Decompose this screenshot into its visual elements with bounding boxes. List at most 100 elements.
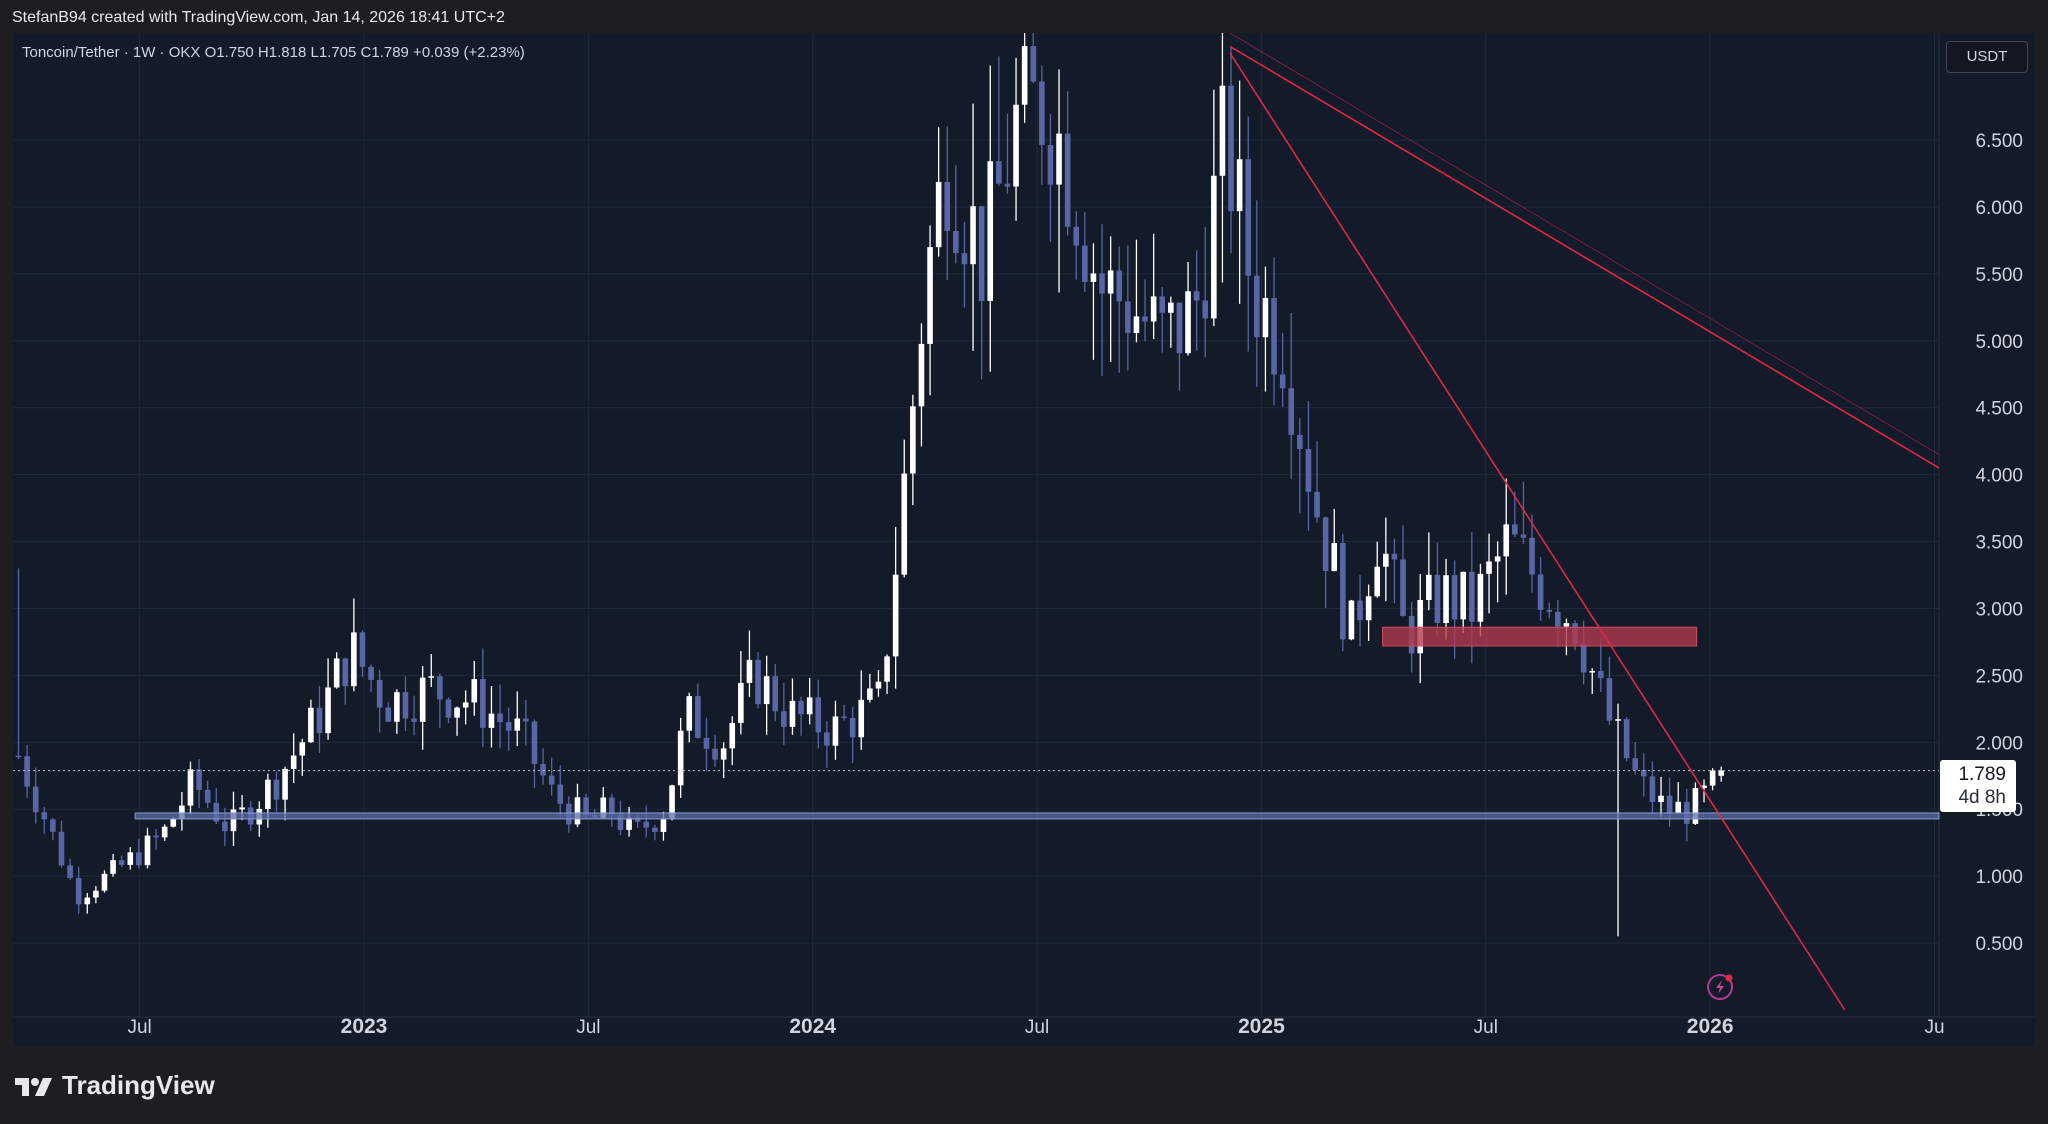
candle-body — [1658, 795, 1664, 803]
candle-body — [978, 206, 985, 301]
candle-body — [351, 632, 357, 687]
candle-body — [652, 827, 658, 832]
candle-body — [179, 805, 185, 819]
price-tick-label: 5.500 — [1975, 265, 2023, 286]
candle-body — [884, 656, 890, 682]
candle-body — [867, 688, 873, 700]
candle-body — [1718, 770, 1725, 776]
candle-body — [798, 700, 804, 715]
candle-body — [239, 807, 245, 810]
candle-body — [1580, 643, 1587, 673]
candle-body — [1331, 543, 1338, 572]
candle-body — [746, 659, 753, 683]
candle-body — [419, 677, 426, 722]
candle-body — [609, 797, 615, 815]
candle-body — [290, 755, 297, 769]
candle-body — [1297, 434, 1303, 450]
candle-body — [497, 713, 503, 723]
candle-body — [385, 707, 392, 722]
candle-body — [523, 718, 529, 722]
candle-body — [987, 161, 994, 301]
candle-body — [875, 681, 882, 689]
candle-body — [50, 819, 56, 832]
lightning-glyph — [1716, 980, 1724, 994]
candle-body — [1168, 302, 1174, 313]
candle-body — [1073, 226, 1080, 246]
chart-pane[interactable]: 0.5001.0001.5002.0002.5003.0003.5004.000… — [13, 33, 2035, 1046]
candle-body — [204, 789, 211, 803]
candle-body — [127, 852, 134, 865]
candle-body — [213, 802, 220, 822]
candle-body — [935, 181, 942, 248]
candle-body — [755, 659, 761, 705]
symbol-legend: Toncoin/Tether · 1W · OKX O1.750 H1.818 … — [22, 44, 525, 61]
candle-body — [505, 722, 512, 731]
resistance-zone — [1382, 626, 1698, 647]
candle-body — [342, 658, 349, 687]
candle-body — [1193, 291, 1200, 301]
time-tick-label: Ju — [1924, 1017, 1944, 1038]
candle-body — [1546, 609, 1553, 612]
candle-body — [858, 699, 865, 738]
candle-body — [695, 696, 701, 738]
time-tick-label: 2023 — [341, 1015, 388, 1038]
price-chart[interactable]: 0.5001.0001.5002.0002.5003.0003.5004.000… — [13, 33, 2035, 1046]
candle-body — [1391, 553, 1398, 560]
candle-body — [1374, 566, 1381, 597]
candle-body — [729, 722, 736, 749]
candle-body — [41, 812, 48, 820]
price-tick-label: 4.500 — [1975, 399, 2023, 420]
candle-body — [557, 784, 564, 804]
candle-body — [316, 707, 323, 734]
candle-body — [1451, 575, 1458, 620]
candle-body — [686, 696, 693, 731]
candle-body — [1666, 795, 1673, 813]
candle-body — [325, 687, 331, 734]
candle-body — [1202, 300, 1209, 319]
time-tick-label: 2025 — [1238, 1015, 1285, 1038]
candle-body — [1150, 296, 1157, 322]
candle-body — [471, 679, 478, 703]
candle-body — [230, 809, 237, 832]
price-tick-label: 2.500 — [1975, 666, 2023, 687]
candle-body — [600, 797, 607, 818]
candle-body — [1228, 85, 1234, 212]
candle-body — [1537, 574, 1544, 610]
candle-body — [1649, 776, 1656, 803]
alert-dot — [1725, 974, 1733, 982]
bar-countdown: 4d 8h — [1958, 787, 2006, 808]
candle-body — [703, 737, 710, 749]
candle-body — [32, 786, 39, 813]
candle-body — [1426, 574, 1432, 601]
trendline — [1229, 52, 1846, 1011]
trendline — [1229, 33, 1940, 455]
candle-body — [763, 676, 770, 705]
candle-body — [187, 769, 194, 806]
currency-button[interactable]: USDT — [1946, 41, 2028, 73]
candle-body — [376, 679, 383, 708]
candle-body — [1099, 273, 1105, 294]
candle-body — [1064, 133, 1071, 227]
candle-body — [58, 831, 65, 866]
brand-footer[interactable]: TradingView — [14, 1070, 215, 1101]
candle-body — [789, 700, 796, 727]
candle-body — [712, 748, 718, 760]
candle-body — [1305, 449, 1312, 492]
candle-body — [1434, 574, 1441, 624]
candle-body — [1159, 296, 1166, 313]
candle-body — [781, 711, 787, 727]
candle-body — [738, 682, 744, 723]
price-tick-label: 6.000 — [1975, 198, 2023, 219]
candle-body — [1529, 537, 1535, 575]
candle-body — [1021, 46, 1028, 105]
candle-body — [514, 718, 521, 731]
candle-body — [1692, 788, 1699, 824]
candle-body — [445, 699, 452, 718]
time-tick-label: Jul — [1474, 1017, 1498, 1038]
price-tick-label: 5.000 — [1975, 332, 2023, 353]
price-tick-label: 1.000 — [1975, 867, 2023, 888]
candle-body — [1030, 46, 1037, 82]
candle-body — [1555, 611, 1561, 627]
brand-name: TradingView — [62, 1070, 215, 1100]
candle-body — [910, 406, 916, 474]
